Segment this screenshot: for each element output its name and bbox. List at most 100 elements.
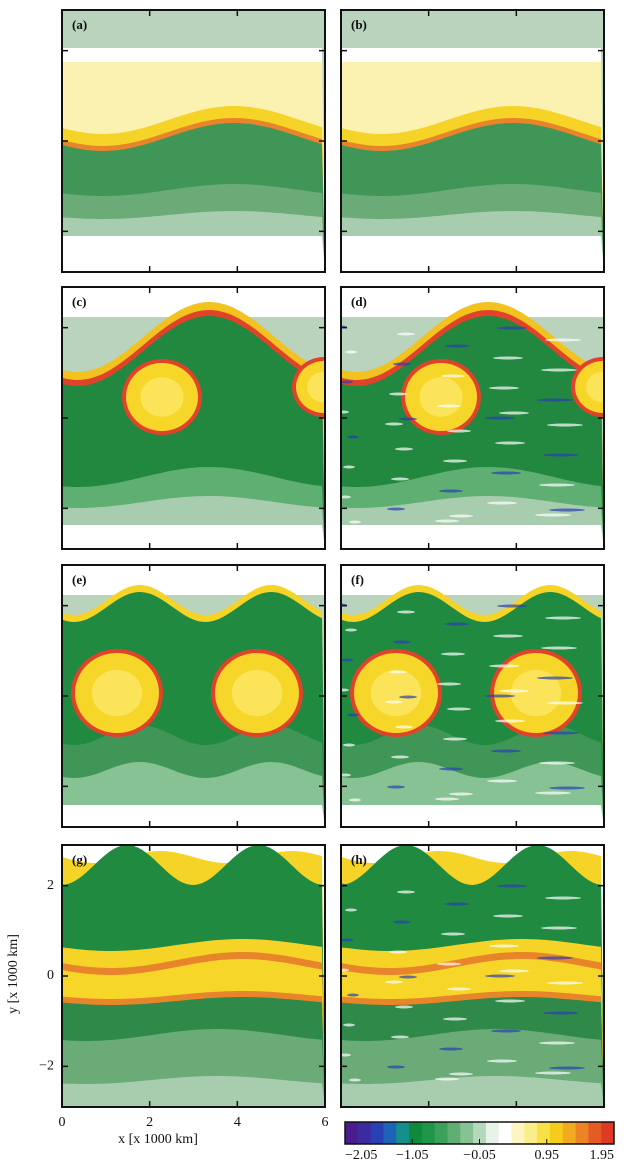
colorbar-tick-label: −0.05	[463, 1148, 495, 1163]
turbulence	[485, 416, 515, 420]
turbulence	[439, 1047, 463, 1051]
turbulence	[497, 326, 527, 330]
turbulence	[535, 791, 571, 795]
colorbar-swatch	[396, 1122, 410, 1144]
turbulence	[447, 987, 471, 991]
turbulence	[343, 1023, 355, 1027]
colorbar-tick-label: 0.95	[535, 1148, 560, 1163]
turbulence	[341, 938, 353, 942]
turbulence	[385, 422, 403, 426]
turbulence	[439, 767, 463, 771]
panel	[62, 845, 325, 1107]
turbulence	[399, 695, 417, 699]
turbulence	[499, 411, 529, 415]
turbulence	[437, 962, 461, 966]
turbulence	[541, 368, 577, 372]
turbulence	[495, 719, 525, 723]
colorbar-swatch	[370, 1122, 384, 1144]
turbulence	[345, 350, 357, 354]
turbulence	[347, 713, 359, 717]
turbulence	[343, 465, 355, 469]
turbulence	[549, 786, 585, 790]
turbulence	[443, 737, 467, 741]
turbulence	[443, 1017, 467, 1021]
panel	[341, 287, 604, 549]
turbulence	[341, 773, 351, 777]
turbulence	[443, 459, 467, 463]
turbulence	[397, 890, 415, 894]
turbulence	[487, 501, 517, 505]
x-tick-label: 0	[59, 1115, 66, 1130]
vortex-core	[510, 669, 562, 717]
colorbar-swatch	[524, 1122, 538, 1144]
panel	[341, 845, 604, 1107]
turbulence	[389, 950, 407, 954]
colorbar-swatch	[498, 1122, 513, 1144]
y-tick-label: −2	[39, 1059, 54, 1074]
turbulence	[539, 761, 575, 765]
turbulence	[341, 688, 349, 692]
turbulence	[441, 652, 465, 656]
vortex-core	[91, 669, 143, 717]
panel-label: (a)	[72, 17, 87, 32]
turbulence	[543, 731, 579, 735]
turbulence	[547, 701, 583, 705]
colorbar-swatch	[383, 1122, 397, 1144]
turbulence	[539, 483, 575, 487]
panel	[341, 10, 604, 272]
turbulence	[547, 423, 583, 427]
turbulence	[341, 380, 353, 384]
turbulence	[489, 944, 519, 948]
colorbar-swatch	[511, 1122, 525, 1144]
turbulence	[493, 634, 523, 638]
field-region	[341, 805, 604, 827]
colorbar-swatch	[460, 1122, 474, 1144]
turbulence	[385, 980, 403, 984]
turbulence	[343, 743, 355, 747]
colorbar-swatch	[549, 1122, 564, 1144]
turbulence	[389, 392, 407, 396]
turbulence	[543, 1011, 579, 1015]
turbulence	[341, 1053, 351, 1057]
turbulence	[341, 658, 353, 662]
turbulence	[387, 1065, 405, 1069]
field-region	[62, 236, 325, 272]
field-region	[341, 1076, 604, 1107]
turbulence	[491, 471, 521, 475]
turbulence	[491, 749, 521, 753]
colorbar-swatch	[588, 1122, 602, 1144]
turbulence	[387, 785, 405, 789]
turbulence	[539, 1041, 575, 1045]
turbulence	[493, 914, 523, 918]
panel-label: (f)	[351, 572, 364, 587]
turbulence	[537, 398, 573, 402]
turbulence	[541, 646, 577, 650]
colorbar-swatch	[421, 1122, 436, 1144]
turbulence	[395, 447, 413, 451]
colorbar-tick-label: −1.05	[396, 1148, 428, 1163]
panel-label: (c)	[72, 294, 86, 309]
panel	[62, 287, 325, 549]
colorbar-swatch	[473, 1122, 487, 1144]
turbulence	[489, 386, 519, 390]
turbulence	[445, 902, 469, 906]
colorbar-swatch	[447, 1122, 461, 1144]
turbulence	[545, 896, 581, 900]
turbulence	[391, 1035, 409, 1039]
turbulence	[449, 792, 473, 796]
colorbar-swatch	[601, 1122, 615, 1144]
turbulence	[341, 968, 349, 972]
turbulence	[437, 404, 461, 408]
panel	[62, 565, 325, 827]
field-region	[62, 525, 325, 549]
turbulence	[439, 489, 463, 493]
x-tick-label: 6	[322, 1115, 329, 1130]
turbulence	[541, 926, 577, 930]
y-axis-label: y [x 1000 km]	[6, 934, 21, 1014]
turbulence	[535, 513, 571, 517]
turbulence	[349, 798, 361, 802]
turbulence	[495, 999, 525, 1003]
vortex-core	[419, 377, 463, 417]
turbulence	[537, 676, 573, 680]
turbulence	[447, 429, 471, 433]
